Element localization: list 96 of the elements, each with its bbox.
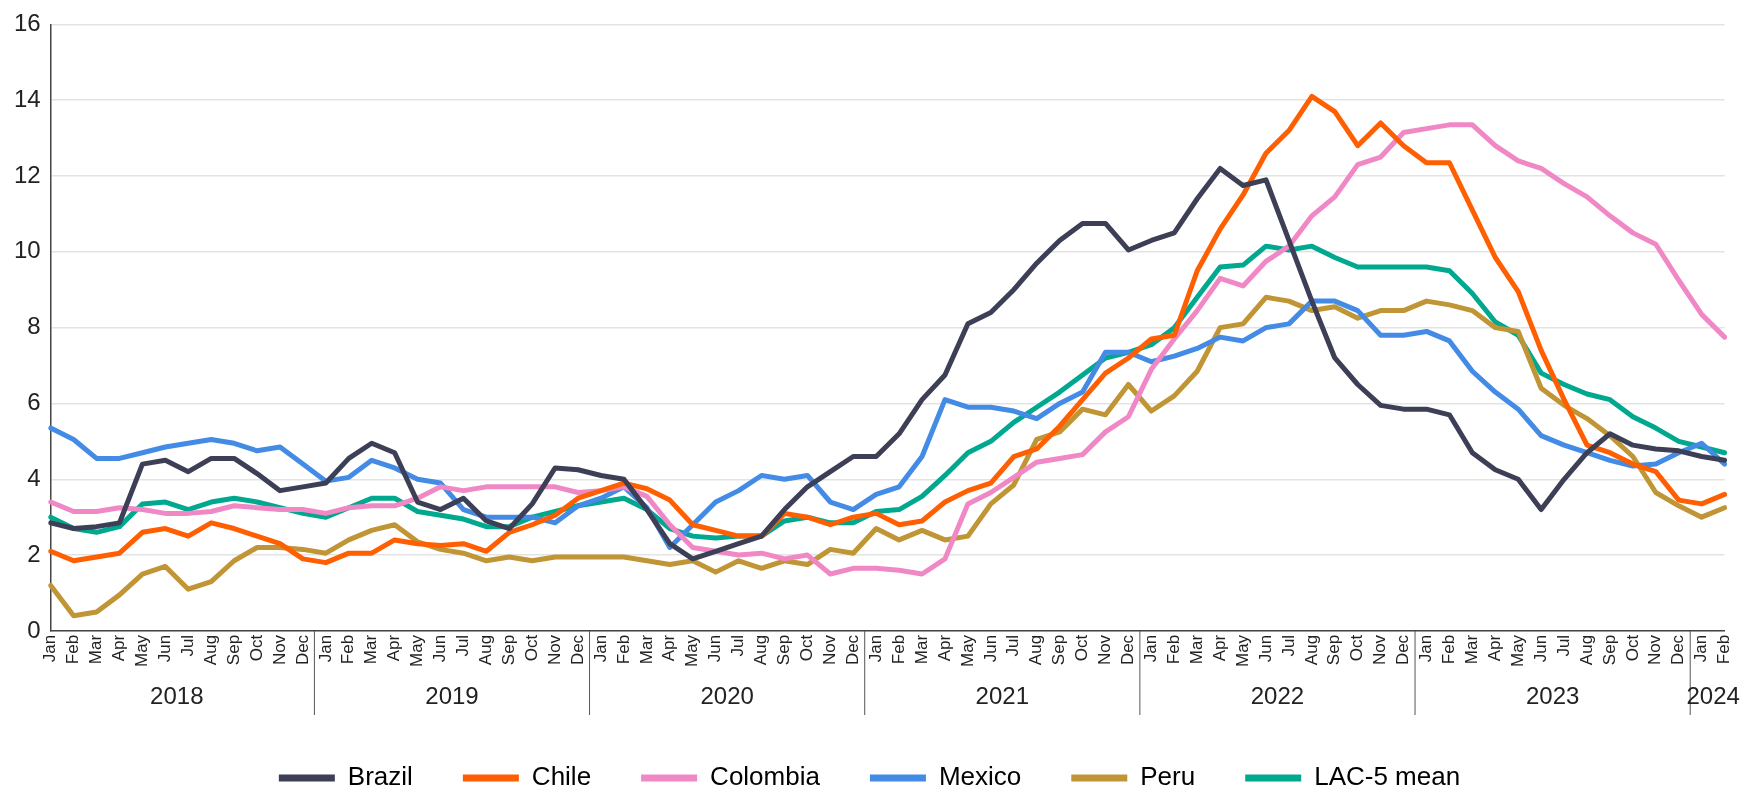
x-tick-label: Nov — [544, 634, 564, 666]
x-tick-label: Sep — [223, 634, 243, 666]
x-tick-label: Jun — [705, 634, 725, 663]
x-tick-label: Dec — [842, 634, 862, 666]
x-tick-label: Jan — [315, 634, 335, 663]
x-tick-label: Aug — [200, 634, 220, 666]
x-tick-label: Mar — [86, 634, 106, 665]
x-tick-label: Dec — [1393, 634, 1413, 666]
x-tick-label: Dec — [1118, 634, 1138, 666]
x-tick-label: May — [682, 634, 702, 668]
y-tick-label: 8 — [27, 312, 41, 340]
x-tick-label: Sep — [1049, 634, 1069, 666]
x-tick-label: Nov — [1645, 634, 1665, 666]
text: 2018 — [150, 681, 204, 709]
x-tick-label: Jul — [1003, 634, 1023, 657]
x-tick-label: Dec — [292, 634, 312, 666]
legend-label: Colombia — [710, 761, 821, 792]
x-tick-label: Aug — [476, 634, 496, 666]
x-tick-label: Jan — [40, 634, 60, 663]
x-tick-label: Jul — [453, 634, 473, 657]
x-tick-label: Aug — [1026, 634, 1046, 666]
x-tick-label: Oct — [1347, 634, 1367, 662]
x-tick-label: Mar — [636, 634, 656, 665]
y-tick-label: 16 — [13, 9, 41, 37]
text: 2022 — [1250, 681, 1305, 709]
x-tick-label: Mar — [1462, 634, 1482, 665]
legend-label: Mexico — [938, 761, 1022, 792]
x-tick-label: Jan — [865, 634, 885, 663]
x-tick-label: Sep — [498, 634, 518, 666]
y-tick-label: 4 — [27, 463, 41, 491]
x-tick-label: May — [1507, 634, 1527, 668]
x-tick-label: Feb — [63, 634, 83, 665]
x-tick-label: Oct — [1072, 634, 1092, 662]
x-tick-label: Mar — [361, 634, 381, 665]
x-tick-label: Apr — [659, 634, 679, 662]
x-tick-label: Mar — [1186, 634, 1206, 665]
x-tick-label: Feb — [338, 634, 358, 665]
text: 2020 — [700, 681, 754, 709]
x-tick-label: Dec — [567, 634, 587, 666]
x-tick-label: Aug — [1301, 634, 1321, 666]
x-tick-label: Jan — [590, 634, 610, 663]
x-tick-label: May — [132, 634, 152, 668]
text: 2021 — [975, 681, 1029, 709]
x-tick-label: Oct — [1622, 634, 1642, 662]
y-tick-label: 12 — [13, 160, 41, 188]
x-tick-label: Jan — [1416, 634, 1436, 663]
x-tick-label: Apr — [934, 634, 954, 662]
x-tick-label: Nov — [1095, 634, 1115, 666]
x-tick-label: Jan — [1691, 634, 1711, 663]
legend-label: Brazil — [347, 761, 413, 792]
x-tick-label: Jun — [1255, 634, 1275, 663]
x-tick-label: Sep — [774, 634, 794, 666]
legend-label: Chile — [531, 761, 592, 792]
x-tick-label: Sep — [1599, 634, 1619, 666]
text: 2024 — [1686, 681, 1740, 709]
x-tick-label: Nov — [820, 634, 840, 666]
x-tick-label: Jul — [1553, 634, 1573, 657]
x-tick-label: Apr — [1484, 634, 1504, 662]
y-tick-label: 14 — [13, 84, 41, 112]
x-tick-label: Jul — [728, 634, 748, 657]
x-tick-label: Nov — [269, 634, 289, 666]
x-tick-label: Dec — [1668, 634, 1688, 666]
x-tick-label: Jun — [430, 634, 450, 663]
x-tick-label: Jul — [177, 634, 197, 657]
x-tick-label: Feb — [1439, 634, 1459, 665]
x-tick-label: Jun — [155, 634, 175, 663]
y-tick-label: 2 — [27, 539, 41, 567]
x-tick-label: Feb — [1714, 634, 1734, 665]
x-tick-label: Sep — [1324, 634, 1344, 666]
text: 2023 — [1525, 681, 1580, 709]
x-tick-label: Mar — [911, 634, 931, 665]
y-tick-label: 6 — [27, 388, 41, 416]
x-tick-label: Oct — [521, 634, 541, 662]
x-tick-label: Oct — [246, 634, 266, 662]
x-tick-label: Feb — [888, 634, 908, 665]
x-tick-label: May — [957, 634, 977, 668]
x-tick-label: Apr — [1209, 634, 1229, 662]
x-tick-label: Aug — [1576, 634, 1596, 666]
x-tick-label: Apr — [384, 634, 404, 662]
x-tick-label: Feb — [613, 634, 633, 665]
x-tick-label: May — [407, 634, 427, 668]
y-tick-label: 10 — [13, 236, 41, 264]
legend-label: LAC-5 mean — [1314, 761, 1461, 792]
x-tick-label: Oct — [797, 634, 817, 662]
y-tick-label: 0 — [27, 615, 41, 643]
x-tick-label: Jan — [1141, 634, 1161, 663]
x-tick-label: Feb — [1163, 634, 1183, 665]
x-tick-label: Jun — [980, 634, 1000, 663]
x-tick-label: Jul — [1278, 634, 1298, 657]
x-tick-label: Jun — [1530, 634, 1550, 663]
text: 2019 — [425, 681, 479, 709]
x-tick-label: Nov — [1370, 634, 1390, 666]
x-tick-label: Aug — [751, 634, 771, 666]
x-tick-label: Apr — [109, 634, 129, 662]
x-tick-label: May — [1232, 634, 1252, 668]
legend-label: Peru — [1140, 761, 1196, 792]
